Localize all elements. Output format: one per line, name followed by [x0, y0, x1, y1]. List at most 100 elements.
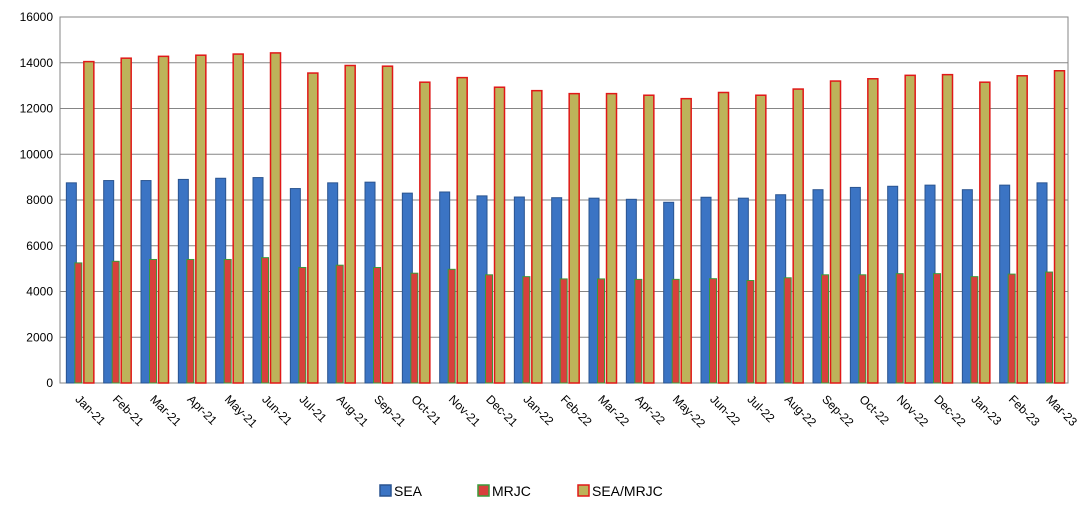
x-tick-label: Nov-22	[894, 392, 931, 429]
bar-sea-mrjc-oct-21	[419, 81, 431, 384]
x-tick-label: Jan-22	[521, 392, 557, 428]
y-tick-label: 14000	[20, 56, 54, 70]
bar-mrjc-dec-22	[933, 273, 942, 384]
x-tick-label: Aug-22	[782, 392, 819, 429]
bar-sea-mrjc-dec-22	[941, 73, 954, 384]
bar-mrjc-jan-22	[522, 276, 531, 384]
bar-sea-mrjc-mar-21	[157, 55, 170, 384]
bar-sea-mrjc-apr-21	[195, 54, 207, 384]
bar-sea-mrjc-dec-21	[493, 86, 506, 384]
bar-sea-mrjc-jun-22	[717, 91, 730, 384]
bar-sea-mrjc-nov-22	[904, 74, 916, 384]
x-tick-label: May-21	[222, 392, 260, 430]
x-tick-label: Dec-22	[931, 392, 968, 429]
bar-mrjc-nov-22	[895, 273, 904, 384]
x-axis: Jan-21 Feb-21 Mar-21 Apr-21 May-21 Jun-21 Jul-…	[73, 392, 1078, 430]
x-tick-label: Apr-22	[633, 392, 669, 428]
y-tick-label: 10000	[20, 147, 54, 161]
x-tick-label: Jun-21	[259, 392, 295, 428]
bar-sea-mrjc-may-22	[680, 97, 692, 384]
bar-mrjc-jan-23	[970, 276, 979, 384]
x-tick-label: Sep-22	[819, 392, 856, 429]
bar-sea-mrjc-jan-21	[83, 60, 95, 384]
x-tick-label: Nov-21	[446, 392, 483, 429]
bar-mrjc-apr-22	[634, 278, 643, 384]
bar-mrjc-mar-22	[597, 278, 606, 384]
bar-mrjc-jul-22	[746, 280, 755, 384]
bar-mrjc-jan-21	[74, 262, 83, 384]
x-tick-label: Jul-22	[745, 392, 778, 425]
y-tick-label: 8000	[26, 193, 53, 207]
y-axis: 0 2000 4000 6000 8000 10000 12000 14000 16000	[20, 10, 54, 390]
x-tick-label: Oct-22	[857, 392, 893, 428]
x-tick-label: Feb-23	[1006, 392, 1043, 429]
bar-sea-mrjc-jul-22	[755, 94, 767, 384]
y-tick-label: 6000	[26, 239, 53, 253]
bar-mrjc-jun-21	[261, 257, 270, 384]
bar-sea-mrjc-jul-21	[307, 72, 319, 384]
bar-sea-mrjc-feb-21	[120, 57, 132, 384]
bar-sea-mrjc-sep-21	[381, 65, 394, 384]
bar-sea-mrjc-mar-23	[1053, 70, 1066, 384]
legend-label-sea: SEA	[394, 483, 423, 499]
x-tick-label: Jul-21	[297, 392, 330, 425]
bar-mrjc-sep-21	[373, 266, 382, 384]
x-tick-label: Jan-23	[969, 392, 1005, 428]
x-tick-label: Mar-23	[1043, 392, 1078, 429]
bar-mrjc-aug-21	[335, 264, 344, 384]
y-tick-label: 4000	[26, 285, 53, 299]
x-tick-label: Sep-21	[371, 392, 408, 429]
bar-sea-mrjc-feb-23	[1016, 75, 1028, 384]
legend: SEA MRJC SEA/MRJC	[379, 483, 663, 499]
legend-swatch-sea	[379, 484, 392, 497]
bar-mrjc-feb-22	[559, 278, 568, 384]
bar-sea-mrjc-aug-22	[792, 88, 804, 384]
x-tick-label: Dec-21	[483, 392, 520, 429]
bar-sea-mrjc-apr-22	[643, 94, 655, 384]
bar-mrjc-mar-21	[149, 258, 158, 384]
bar-mrjc-mar-23	[1045, 271, 1054, 384]
x-tick-label: Feb-21	[110, 392, 147, 429]
x-tick-label: May-22	[670, 392, 708, 430]
bar-sea-mrjc-feb-22	[568, 92, 580, 384]
bar-mrjc-oct-22	[858, 274, 867, 384]
bar-mrjc-dec-21	[485, 274, 494, 384]
x-tick-label: Oct-21	[409, 392, 445, 428]
bar-sea-mrjc-jan-23	[979, 81, 991, 384]
bar-mrjc-apr-21	[186, 258, 195, 384]
legend-swatch-mrjc	[477, 484, 490, 497]
bar-sea-mrjc-sep-22	[829, 80, 842, 384]
x-tick-label: Feb-22	[558, 392, 595, 429]
x-tick-label: Mar-21	[147, 392, 184, 429]
x-tick-label: Jun-22	[707, 392, 743, 428]
x-tick-label: Aug-21	[334, 392, 371, 429]
bar-mrjc-aug-22	[783, 277, 792, 384]
bar-mrjc-sep-22	[821, 274, 830, 384]
bar-sea-mrjc-jan-22	[531, 89, 543, 384]
bar-sea-mrjc-may-21	[232, 53, 244, 384]
bar-sea-mrjc-aug-21	[344, 64, 356, 384]
y-tick-label: 12000	[20, 102, 54, 116]
x-tick-label: Apr-21	[185, 392, 221, 428]
bar-sea-mrjc-mar-22	[605, 92, 618, 384]
bar-mrjc-feb-23	[1007, 273, 1016, 384]
bar-sea-mrjc-nov-21	[456, 76, 468, 384]
bar-mrjc-may-22	[671, 278, 680, 384]
bar-mrjc-jul-21	[298, 266, 307, 384]
bar-mrjc-feb-21	[111, 260, 120, 384]
bar-mrjc-jun-22	[709, 278, 718, 384]
legend-label-mrjc: MRJC	[492, 483, 531, 499]
bar-mrjc-may-21	[223, 258, 232, 384]
bars	[65, 52, 1066, 384]
bar-mrjc-nov-21	[447, 268, 456, 384]
x-tick-label: Jan-21	[73, 392, 109, 428]
y-tick-label: 2000	[26, 330, 53, 344]
y-tick-label: 0	[46, 376, 53, 390]
y-tick-label: 16000	[20, 10, 54, 24]
legend-swatch-sea-mrjc	[577, 484, 590, 497]
bar-sea-mrjc-jun-21	[269, 52, 282, 384]
bar-mrjc-oct-21	[410, 272, 419, 384]
x-tick-label: Mar-22	[595, 392, 632, 429]
bar-sea-mrjc-oct-22	[867, 78, 879, 384]
